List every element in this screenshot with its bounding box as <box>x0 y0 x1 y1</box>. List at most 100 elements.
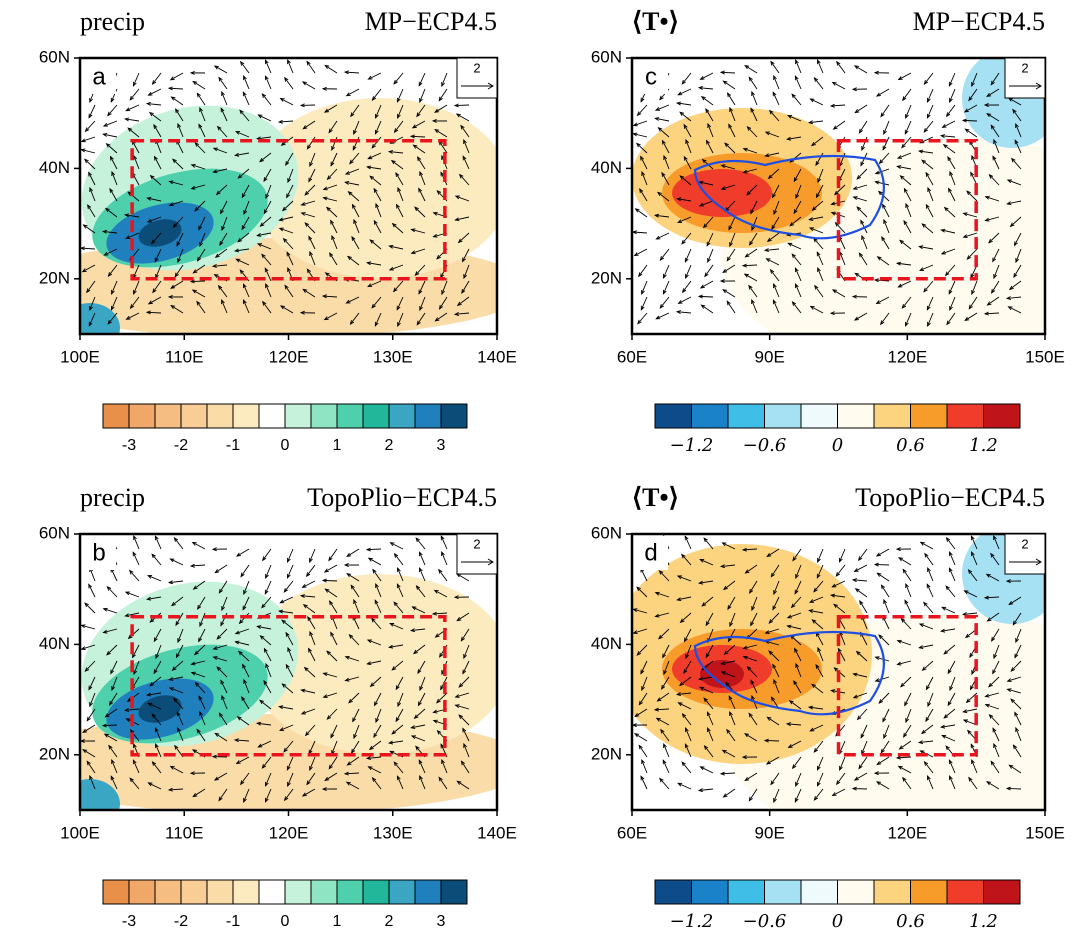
wind-vector <box>945 585 956 598</box>
wind-vector <box>946 312 956 325</box>
arrow-head <box>742 655 748 660</box>
arrow-head <box>84 667 90 672</box>
wind-vector <box>919 644 934 649</box>
arrow-head <box>992 155 997 161</box>
arrow-head <box>964 316 970 322</box>
arrow-head <box>744 776 750 782</box>
arrow-head <box>106 650 111 656</box>
wind-vector <box>681 761 692 774</box>
arrow-head <box>926 113 931 119</box>
arrow-head <box>748 712 753 718</box>
wind-vector <box>985 216 1000 221</box>
arrow-head <box>145 101 152 106</box>
wind-vector <box>284 285 294 298</box>
colorbar-label: -2 <box>174 437 188 454</box>
wind-vector <box>744 273 758 282</box>
wind-vector <box>349 152 360 164</box>
arrow-head <box>243 589 247 596</box>
arrow-head <box>851 578 857 583</box>
arrow-head <box>795 573 799 580</box>
arrow-head <box>794 267 799 273</box>
wind-vector <box>105 208 118 218</box>
colorbar-box <box>764 879 802 905</box>
arrow-head <box>371 776 377 782</box>
wind-vector <box>683 156 692 170</box>
arrow-head <box>786 614 792 619</box>
arrow-head <box>236 716 242 721</box>
wind-vector <box>875 181 890 186</box>
arrow-head <box>748 76 753 82</box>
wind-vector <box>858 548 868 561</box>
arrow-head <box>285 631 290 637</box>
wind-vector <box>305 724 316 736</box>
wind-vector <box>89 567 96 582</box>
arrow-head <box>216 635 222 640</box>
wind-vector <box>839 251 846 266</box>
wind-vector <box>745 248 758 258</box>
arrow-head <box>410 735 416 740</box>
arrow-head <box>277 119 283 124</box>
arrow-head <box>302 288 308 293</box>
arrow-head <box>787 115 793 119</box>
arrow-head <box>212 646 218 650</box>
wind-vector <box>927 692 934 707</box>
wind-vector <box>817 756 824 771</box>
wind-vector <box>345 168 360 175</box>
wind-vector <box>809 706 824 710</box>
arrow-head <box>918 645 924 650</box>
arrow-head <box>899 175 905 180</box>
arrow-head <box>170 284 176 289</box>
arrow-head <box>655 315 661 320</box>
arrow-head <box>742 645 748 650</box>
wind-vector <box>455 704 470 710</box>
arrow-head <box>167 86 173 91</box>
wind-vector <box>921 159 934 170</box>
wind-vector <box>794 76 802 90</box>
wind-vector <box>397 187 404 202</box>
wind-vector <box>641 171 648 186</box>
arrow-head <box>343 70 349 75</box>
arrow-head <box>947 701 952 707</box>
wind-vector <box>129 88 140 101</box>
wind-vector <box>990 553 1000 566</box>
arrow-head <box>239 109 244 115</box>
arrow-head <box>766 237 772 243</box>
arrow-head <box>441 550 445 557</box>
arrow-head <box>278 217 284 222</box>
wind-vector <box>903 188 912 202</box>
wind-vector <box>265 184 272 199</box>
arrow-head <box>638 272 643 278</box>
arrow-head <box>793 177 798 183</box>
wind-vector <box>897 262 912 266</box>
wind-vector <box>723 788 736 798</box>
wind-vector <box>265 75 272 90</box>
wind-vector <box>455 312 470 315</box>
arrow-head <box>259 635 265 640</box>
wind-vector <box>876 88 890 97</box>
arrow-head <box>416 320 421 326</box>
wind-vector <box>899 740 912 750</box>
arrow-head <box>84 127 90 133</box>
arrow-head <box>742 147 748 152</box>
wind-vector <box>921 724 934 734</box>
wind-vector <box>767 716 780 726</box>
arrow-head <box>831 81 837 86</box>
arrow-head <box>432 233 438 238</box>
wind-vector <box>104 733 118 742</box>
arrow-head <box>307 615 312 621</box>
wind-vector <box>699 559 714 566</box>
x-tick-label: 60E <box>617 823 647 842</box>
wind-vector <box>258 740 272 748</box>
x-tick-label: 110E <box>165 823 203 842</box>
arrow-head <box>722 268 728 274</box>
arrow-head <box>944 271 950 277</box>
arrow-head <box>147 702 153 707</box>
wind-vector <box>638 264 648 277</box>
colorbar-label: −1.2 <box>670 435 714 456</box>
wind-vector <box>301 200 316 206</box>
arrow-head <box>148 111 154 117</box>
wind-vector <box>701 96 714 106</box>
arrow-head <box>82 224 88 229</box>
arrow-head <box>103 733 109 738</box>
wind-vector <box>795 184 802 199</box>
